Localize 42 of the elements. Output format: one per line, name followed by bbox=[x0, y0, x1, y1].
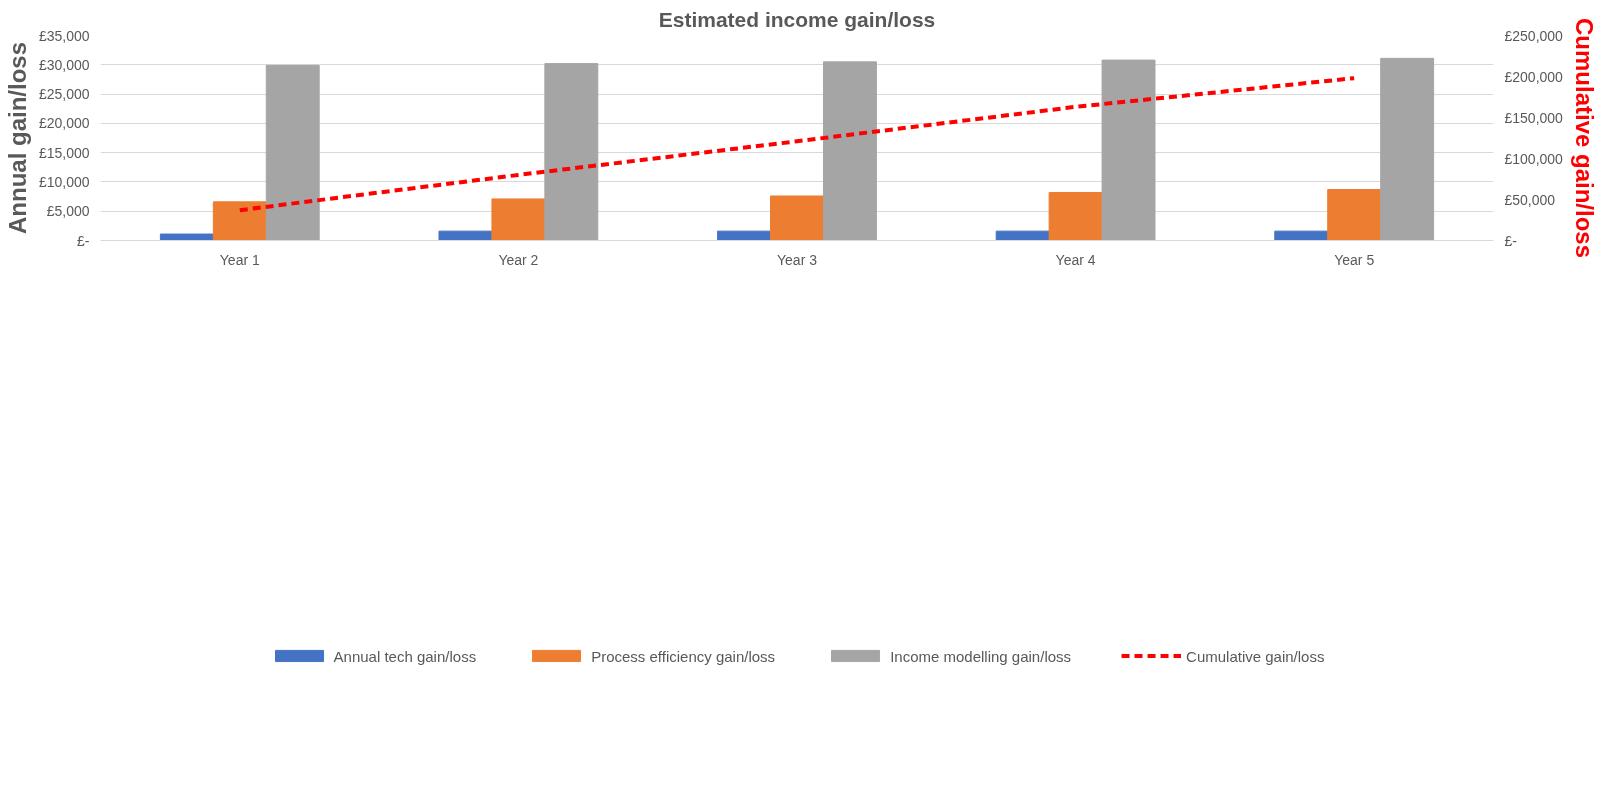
legend-label: Annual tech gain/loss bbox=[333, 647, 477, 665]
y2-tick-label: £- bbox=[1504, 232, 1518, 249]
bar bbox=[265, 64, 320, 241]
bar bbox=[995, 230, 1050, 241]
x-tick-label: Year 1 bbox=[219, 251, 260, 268]
legend-label: Cumulative gain/loss bbox=[1186, 647, 1325, 665]
bar bbox=[1048, 191, 1103, 241]
bar bbox=[822, 61, 877, 241]
bar bbox=[770, 195, 824, 241]
bar bbox=[1327, 189, 1382, 241]
y-tick-label: £25,000 bbox=[38, 86, 90, 103]
y-tick-label: £5,000 bbox=[46, 203, 90, 220]
y-tick-label: £20,000 bbox=[38, 115, 90, 132]
bar bbox=[717, 230, 772, 241]
y2-axis-title: Cumulative gain/loss bbox=[1570, 17, 1598, 259]
chart-title: Estimated income gain/loss bbox=[658, 7, 936, 31]
y-tick-label: £10,000 bbox=[38, 173, 90, 190]
bar bbox=[438, 230, 493, 241]
bar bbox=[1101, 59, 1156, 241]
bar bbox=[1380, 57, 1435, 241]
y2-tick-label: £200,000 bbox=[1504, 68, 1564, 85]
x-tick-label: Year 5 bbox=[1334, 251, 1375, 268]
y-tick-label: £30,000 bbox=[38, 56, 90, 73]
bar bbox=[544, 63, 599, 241]
y-axis-title: Annual gain/loss bbox=[3, 41, 31, 235]
bar bbox=[212, 201, 267, 241]
y2-tick-label: £50,000 bbox=[1504, 191, 1556, 208]
bar bbox=[159, 233, 214, 241]
x-tick-label: Year 4 bbox=[1055, 251, 1096, 268]
y-tick-label: £- bbox=[77, 232, 90, 249]
bar bbox=[491, 198, 546, 241]
y2-tick-label: £250,000 bbox=[1504, 27, 1564, 44]
y-tick-label: £35,000 bbox=[38, 27, 90, 44]
y2-tick-label: £100,000 bbox=[1504, 150, 1564, 167]
y2-tick-label: £150,000 bbox=[1504, 109, 1564, 126]
legend-label: Process efficiency gain/loss bbox=[591, 647, 776, 665]
legend-label: Income modelling gain/loss bbox=[890, 647, 1072, 665]
x-tick-label: Year 3 bbox=[777, 251, 818, 268]
bar bbox=[1274, 230, 1329, 241]
x-tick-label: Year 2 bbox=[498, 251, 539, 268]
y-tick-label: £15,000 bbox=[38, 144, 90, 161]
line-series bbox=[237, 76, 1357, 213]
